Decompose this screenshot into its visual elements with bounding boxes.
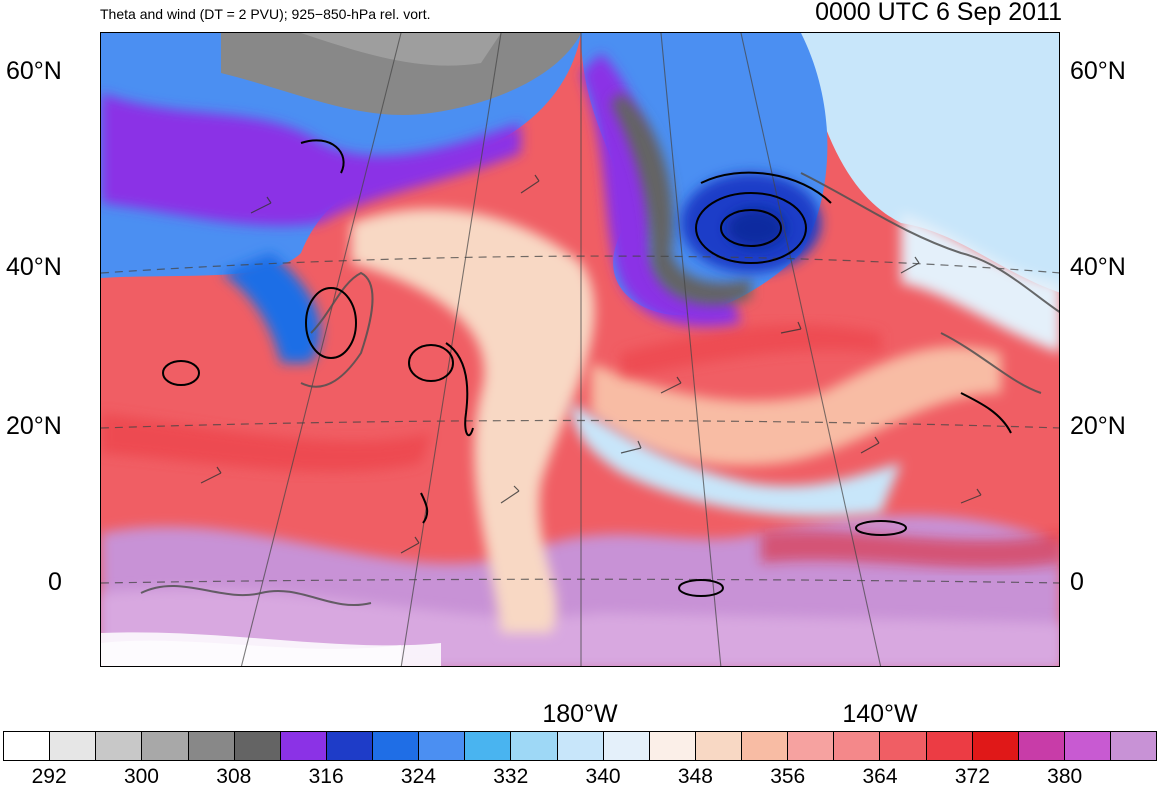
lat-label-40n-right: 40°N (1070, 253, 1126, 281)
colorbar-tick-label: 380 (1047, 765, 1083, 788)
colorbar-swatch (96, 732, 143, 760)
colorbar-swatch (880, 732, 927, 760)
colorbar-swatch (234, 732, 281, 760)
lon-label-180w: 180°W (542, 700, 618, 728)
map-panel (100, 32, 1060, 667)
colorbar-swatch (649, 732, 696, 760)
lat-label-0-right: 0 (1070, 568, 1084, 596)
colorbar-tick-label: 292 (31, 765, 67, 788)
colorbar-swatch (50, 732, 97, 760)
colorbar-swatch (926, 732, 973, 760)
lat-label-20n-left: 20°N (6, 412, 62, 440)
colorbar-tick-label: 308 (216, 765, 252, 788)
theta-colorbar (3, 731, 1157, 761)
map-title: Theta and wind (DT = 2 PVU); 925−850-hPa… (100, 6, 431, 22)
colorbar-swatch (695, 732, 742, 760)
colorbar-swatch (280, 732, 327, 760)
colorbar-swatch (742, 732, 789, 760)
colorbar-tick-label: 300 (123, 765, 159, 788)
lat-label-20n-right: 20°N (1070, 412, 1126, 440)
lat-label-40n-left: 40°N (6, 253, 62, 281)
colorbar-swatch (465, 732, 512, 760)
colorbar-swatch (142, 732, 189, 760)
valid-time: 0000 UTC 6 Sep 2011 (815, 0, 1062, 26)
colorbar-swatch (1018, 732, 1065, 760)
colorbar-swatch (188, 732, 235, 760)
colorbar-tick-label: 316 (308, 765, 344, 788)
colorbar-tick-label: 340 (585, 765, 621, 788)
lat-label-60n-right: 60°N (1070, 57, 1126, 85)
theta-wind-map (101, 33, 1059, 666)
colorbar-swatch (1111, 732, 1157, 760)
colorbar-swatch (834, 732, 881, 760)
lon-label-140w: 140°W (842, 700, 918, 728)
colorbar-tick-label: 348 (677, 765, 713, 788)
lat-label-60n-left: 60°N (6, 57, 62, 85)
lat-label-0-left: 0 (48, 568, 62, 596)
colorbar-tick-label: 356 (770, 765, 806, 788)
colorbar-tick-label: 372 (954, 765, 990, 788)
colorbar-swatch (511, 732, 558, 760)
colorbar-swatch (972, 732, 1019, 760)
colorbar-swatch (557, 732, 604, 760)
colorbar-swatch (603, 732, 650, 760)
colorbar-swatch (788, 732, 835, 760)
colorbar-swatch (373, 732, 420, 760)
colorbar-swatch (419, 732, 466, 760)
colorbar-tick-label: 324 (400, 765, 436, 788)
colorbar-swatch (4, 732, 51, 760)
colorbar-tick-label: 364 (862, 765, 898, 788)
colorbar-tick-label: 332 (493, 765, 529, 788)
colorbar-swatch (326, 732, 373, 760)
colorbar-swatch (1064, 732, 1111, 760)
